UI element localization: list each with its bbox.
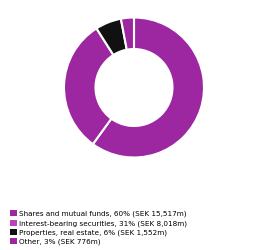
Wedge shape bbox=[96, 19, 127, 55]
Wedge shape bbox=[64, 28, 113, 144]
Wedge shape bbox=[121, 18, 134, 50]
Wedge shape bbox=[93, 18, 204, 158]
Legend: Shares and mutual funds, 60% (SEK 15,517m), Interest-bearing securities, 31% (SE: Shares and mutual funds, 60% (SEK 15,517… bbox=[9, 209, 189, 246]
